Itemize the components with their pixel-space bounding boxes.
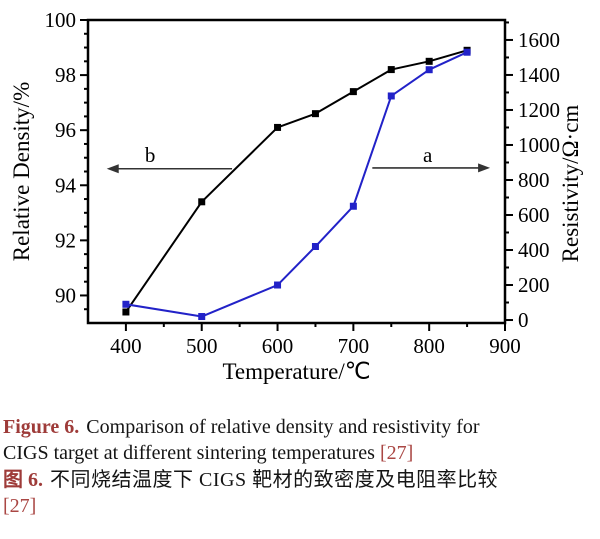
y-left-axis-title: Relative Density/% — [9, 82, 34, 262]
x-tick-label: 800 — [413, 334, 445, 358]
citation-link-en[interactable]: [27] — [379, 442, 414, 465]
series-b-label: b — [145, 143, 156, 167]
x-axis-title: Temperature/℃ — [222, 359, 370, 384]
y-right-tick-label: 800 — [518, 168, 550, 192]
caption-zh-line-2: [27] — [3, 493, 597, 519]
x-tick-label: 700 — [338, 334, 370, 358]
chart-area: 400 500 600 700 800 900 90 92 94 96 98 100 0 200 400 60… — [9, 8, 583, 384]
resistivity-data-point — [122, 300, 130, 308]
resistivity-data-point — [387, 92, 395, 100]
y-right-tick-label: 600 — [518, 203, 550, 227]
resistivity-series-line — [125, 51, 468, 318]
x-tick-label: 400 — [110, 334, 142, 358]
density-data-point — [274, 123, 282, 131]
x-tick-label: 500 — [186, 334, 218, 358]
y-right-tick-label: 1400 — [518, 63, 560, 87]
series-a-label: a — [423, 143, 433, 167]
figure-caption: Figure 6. Comparison of relative density … — [3, 414, 597, 520]
y-right-tick-label: 200 — [518, 273, 550, 297]
caption-en-text-2: CIGS target at different sintering tempe… — [3, 442, 375, 465]
y-right-tick-label: 1200 — [518, 98, 560, 122]
y-right-tick-label: 400 — [518, 238, 550, 262]
caption-en-line-1: Figure 6. Comparison of relative density … — [3, 414, 597, 440]
y-right-tick-label: 0 — [518, 308, 529, 332]
density-data-point — [349, 88, 357, 96]
plot-frame — [86, 18, 507, 325]
y-left-tick-label: 100 — [45, 8, 77, 32]
x-tick-label: 900 — [489, 334, 521, 358]
resistivity-data-point — [349, 202, 357, 210]
caption-zh-figure-label: 图 6. — [3, 468, 43, 491]
y-left-tick-label: 94 — [55, 173, 77, 197]
density-series-line — [125, 49, 468, 313]
y-left-tick-label: 98 — [55, 63, 76, 87]
y-right-tick-label: 1000 — [518, 133, 560, 157]
y-left-tick-label: 90 — [55, 283, 76, 307]
citation-link-zh[interactable]: [27] — [3, 495, 37, 518]
y-right-axis-title: Resistivity/Ω·cm — [558, 105, 583, 263]
y-left-tick-label: 92 — [55, 228, 76, 252]
resistivity-data-point — [425, 66, 433, 74]
series-a-arrow-head — [478, 163, 491, 173]
caption-zh-text: 不同烧结温度下 CIGS 靶材的致密度及电阻率比较 — [50, 468, 499, 491]
density-data-point — [387, 66, 395, 74]
caption-en-figure-label: Figure 6. — [3, 416, 80, 438]
caption-en-line-2: CIGS target at different sintering tempe… — [3, 440, 597, 466]
resistivity-data-point — [311, 243, 319, 251]
y-left-tick-label: 96 — [55, 118, 76, 142]
y-right-tick-label: 1600 — [518, 28, 560, 52]
density-data-point — [198, 198, 206, 206]
density-data-point — [311, 110, 319, 118]
caption-zh-line-1: 图 6. 不同烧结温度下 CIGS 靶材的致密度及电阻率比较 — [3, 467, 597, 493]
density-data-point — [425, 57, 433, 65]
caption-en-text-1: Comparison of relative density and resis… — [86, 416, 480, 438]
resistivity-data-point — [463, 48, 471, 56]
resistivity-data-point — [274, 281, 282, 289]
density-data-point — [122, 308, 130, 316]
line-chart: 400 500 600 700 800 9009092949698100020040060… — [9, 8, 583, 384]
x-tick-label: 600 — [262, 334, 294, 358]
series-b-arrow-head — [106, 164, 119, 174]
resistivity-data-point — [198, 313, 206, 321]
